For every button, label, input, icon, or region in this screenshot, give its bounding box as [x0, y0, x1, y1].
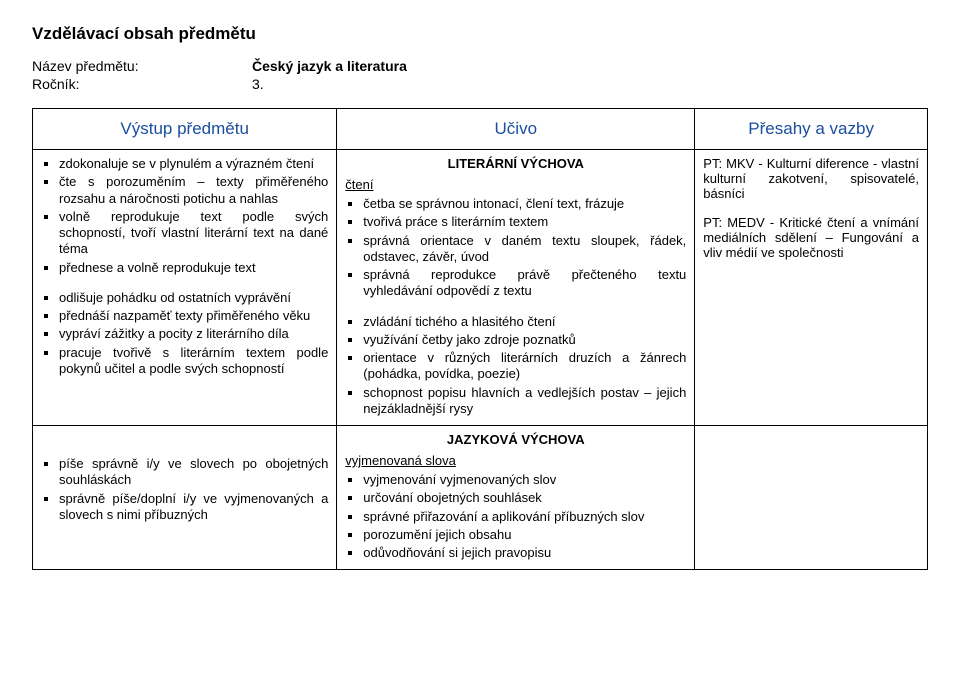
list-item: volně reprodukuje text podle svých schop…: [59, 209, 328, 258]
list-item: určování obojetných souhlásek: [363, 490, 686, 506]
cell-output-2: píše správně i/y ve slovech po obojetnýc…: [33, 426, 337, 570]
list-item: zvládání tichého a hlasitého čtení: [363, 314, 686, 330]
table-header-output: Výstup předmětu: [33, 109, 337, 150]
list-item: četba se správnou intonací, člení text, …: [363, 196, 686, 212]
meta-subject-value: Český jazyk a literatura: [252, 58, 407, 74]
meta-grade-label: Ročník:: [32, 76, 252, 92]
bullet-list: odlišuje pohádku od ostatních vyprávění …: [41, 290, 328, 377]
bullet-list: četba se správnou intonací, člení text, …: [345, 196, 686, 300]
cross-link-paragraph: PT: MEDV - Kritické čtení a vnímání medi…: [703, 215, 919, 260]
list-item: správně píše/doplní i/y ve vyjmenovaných…: [59, 491, 328, 524]
bullet-list: zdokonaluje se v plynulém a výrazném čte…: [41, 156, 328, 276]
meta-subject-row: Název předmětu: Český jazyk a literatura: [32, 58, 928, 74]
table-row: zdokonaluje se v plynulém a výrazném čte…: [33, 150, 928, 426]
bullet-list: vyjmenování vyjmenovaných slov určování …: [345, 472, 686, 561]
list-item: vyjmenování vyjmenovaných slov: [363, 472, 686, 488]
table-header-links: Přesahy a vazby: [695, 109, 928, 150]
list-item: správná orientace v daném textu sloupek,…: [363, 233, 686, 266]
list-item: orientace v různých literárních druzích …: [363, 350, 686, 383]
cell-links-2: [695, 426, 928, 570]
list-item: tvořivá práce s literárním textem: [363, 214, 686, 230]
table-row: píše správně i/y ve slovech po obojetnýc…: [33, 426, 928, 570]
bullet-list: zvládání tichého a hlasitého čtení využí…: [345, 314, 686, 418]
list-item: správná reprodukce právě přečteného text…: [363, 267, 686, 300]
list-item: vypráví zážitky a pocity z literárního d…: [59, 326, 328, 342]
list-item: odlišuje pohádku od ostatních vyprávění: [59, 290, 328, 306]
bullet-list: píše správně i/y ve slovech po obojetnýc…: [41, 456, 328, 523]
list-item: využívání četby jako zdroje poznatků: [363, 332, 686, 348]
meta-subject-label: Název předmětu:: [32, 58, 252, 74]
list-item: schopnost popisu hlavních a vedlejších p…: [363, 385, 686, 418]
list-item: zdokonaluje se v plynulém a výrazném čte…: [59, 156, 328, 172]
list-item: čte s porozuměním – texty přiměřeného ro…: [59, 174, 328, 207]
list-item: správné přiřazování a aplikování příbuzn…: [363, 509, 686, 525]
list-item: pracuje tvořivě s literárním textem podl…: [59, 345, 328, 378]
cell-links-1: PT: MKV - Kulturní diference - vlastní k…: [695, 150, 928, 426]
section-heading-language: JAZYKOVÁ VÝCHOVA: [345, 432, 686, 447]
sub-label-vyjmenovana: vyjmenovaná slova: [345, 453, 686, 468]
meta-grade-value: 3.: [252, 76, 264, 92]
list-item: porozumění jejich obsahu: [363, 527, 686, 543]
curriculum-table: Výstup předmětu Učivo Přesahy a vazby zd…: [32, 108, 928, 570]
sub-label-reading: čtení: [345, 177, 686, 192]
list-item: píše správně i/y ve slovech po obojetnýc…: [59, 456, 328, 489]
list-item: přednese a volně reprodukuje text: [59, 260, 328, 276]
cell-content-2: JAZYKOVÁ VÝCHOVA vyjmenovaná slova vyjme…: [337, 426, 695, 570]
section-heading-literary: LITERÁRNÍ VÝCHOVA: [345, 156, 686, 171]
cross-link-paragraph: PT: MKV - Kulturní diference - vlastní k…: [703, 156, 919, 201]
list-item: odůvodňování si jejich pravopisu: [363, 545, 686, 561]
meta-grade-row: Ročník: 3.: [32, 76, 928, 92]
table-header-content: Učivo: [337, 109, 695, 150]
list-item: přednáší nazpaměť texty přiměřeného věku: [59, 308, 328, 324]
cell-output-1: zdokonaluje se v plynulém a výrazném čte…: [33, 150, 337, 426]
document-title: Vzdělávací obsah předmětu: [32, 24, 928, 44]
cell-content-1: LITERÁRNÍ VÝCHOVA čtení četba se správno…: [337, 150, 695, 426]
